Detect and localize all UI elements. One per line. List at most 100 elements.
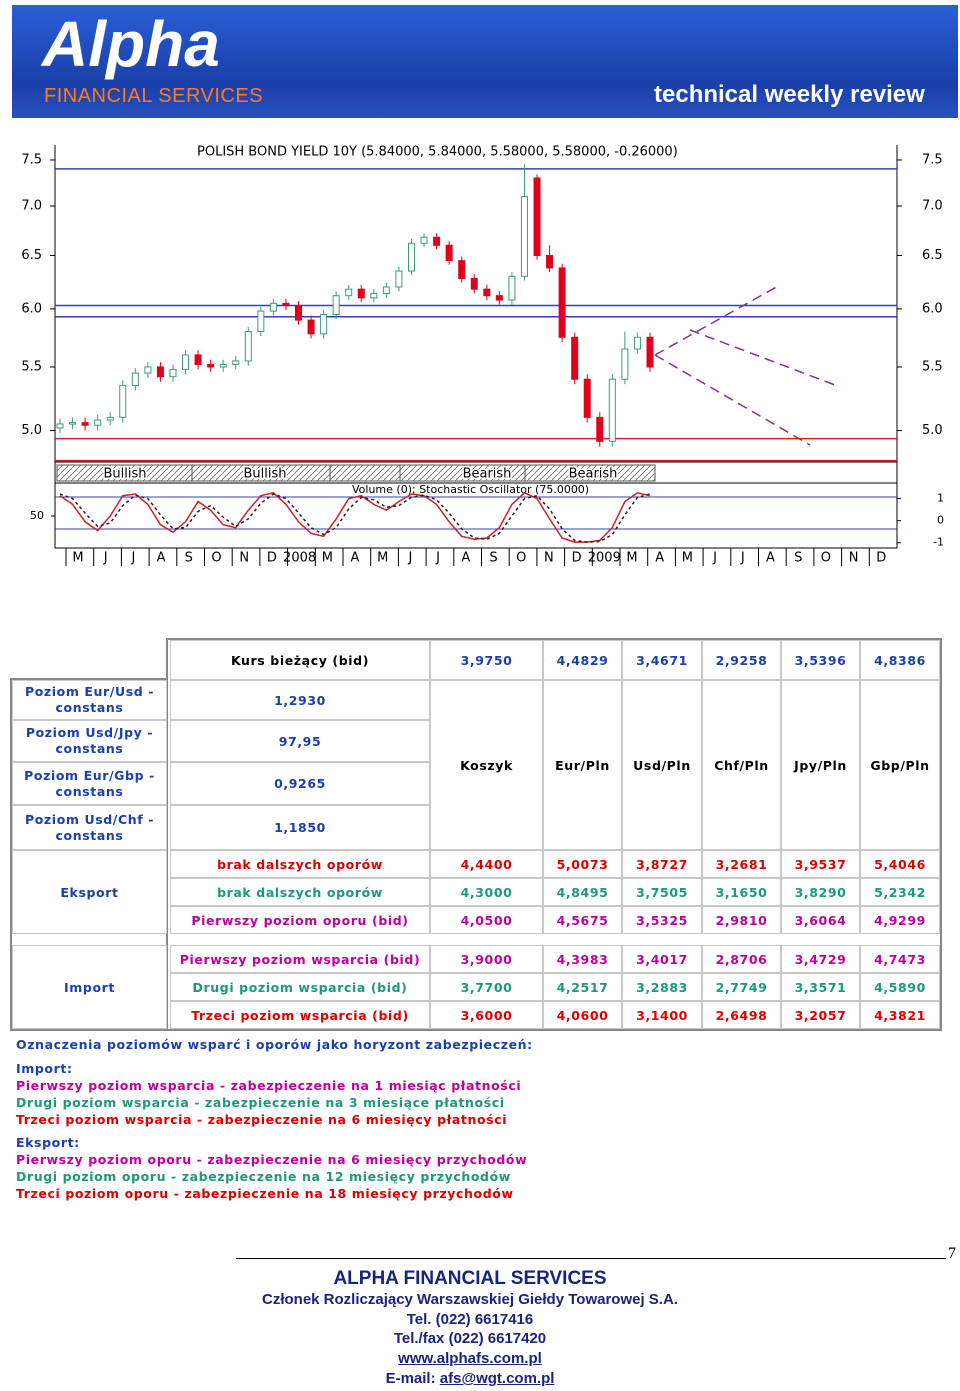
export-value: 5,0073 [543,850,622,878]
candle-body [244,331,252,362]
candle-body [608,378,616,442]
header-value: 4,8386 [860,640,940,680]
x-tick-label: J [435,551,440,566]
x-tick-label: A [461,551,470,566]
export-value: 3,8290 [781,878,860,906]
import-value: 4,3983 [543,945,622,973]
www[interactable]: www.alphafs.com.pl [398,1350,542,1367]
candle-body [131,372,139,386]
candle-body [407,242,415,272]
candle-body [169,368,177,378]
candle-body [458,260,466,279]
candle-body [445,244,453,262]
left-label: Poziom Eur/Usd - constans [12,680,167,720]
export-value: 4,8495 [543,878,622,906]
signal-label: Bullish [243,467,286,482]
candle-body [508,275,516,301]
x-tick-label: A [351,551,360,566]
import-value: 4,3821 [860,1001,940,1029]
x-tick-label: D [572,551,582,566]
candle-body [546,254,554,269]
x-tick-label: M [377,551,388,566]
y-tick-label: 7.5 [21,152,42,167]
candle-body [420,236,428,244]
header-value: 3,4671 [622,640,702,680]
x-tick-label: A [655,551,664,566]
import-value: 3,4729 [781,945,860,973]
member: Członek Rozliczający Warszawskiej Giełdy… [262,1291,678,1308]
candle-body [282,302,290,307]
candle-body [106,416,114,421]
export-value: 4,5675 [543,906,622,934]
x-tick-label: M [626,551,637,566]
header-value: 4,4829 [543,640,622,680]
candle-body [558,267,566,338]
candle-body [81,422,89,426]
table-frame-left [10,678,168,1031]
export-row-label: brak dalszych oporów [170,850,430,878]
x-tick-label: A [157,551,166,566]
x-tick-label: N [544,551,554,566]
notes-title: Oznaczenia poziomów wsparć i oporów jako… [16,1037,533,1052]
left-label: Poziom Usd/Jpy - constans [12,720,167,762]
import-value: 2,7749 [702,973,781,1001]
x-tick-label: 2009 [588,551,621,566]
y-tick-label: 6.0 [21,301,42,316]
tagline: technical weekly review [654,81,925,108]
left-value: 1,2930 [170,680,430,720]
email[interactable]: afs@wgt.com.pl [439,1370,555,1387]
import-note: Trzeci poziom wsparcia - zabezpieczenie … [16,1112,508,1127]
import-value: 3,9000 [430,945,543,973]
candle-body [207,364,215,368]
candle-body [621,348,629,380]
x-tick-label: A [766,551,775,566]
email-line: E-mail: afs@wgt.com.pl [0,1370,940,1387]
column-header: Koszyk [430,680,543,850]
candle-body [69,422,77,425]
y-tick-label-right: 7.0 [922,199,943,214]
signal-label: Bearish [569,467,618,482]
candle-body [357,288,365,299]
oscillator-line [59,491,651,543]
candle-body [269,302,277,312]
import-value: 3,2883 [622,973,702,1001]
header-value: 2,9258 [702,640,781,680]
footer-rule [236,1258,946,1259]
candle-body [345,288,353,297]
import-value: 3,4017 [622,945,702,973]
export-value: 2,9810 [702,906,781,934]
chart: POLISH BOND YIELD 10Y (5.84000, 5.84000,… [21,145,944,566]
candle-body [633,336,641,350]
column-header: Eur/Pln [543,680,622,850]
x-tick-label: J [130,551,135,566]
import-value: 4,0600 [543,1001,622,1029]
x-tick-label: J [740,551,745,566]
fax: Tel./fax (022) 6617420 [393,1330,547,1347]
candle-body [596,416,604,442]
candle-body [483,288,491,297]
x-tick-label: M [322,551,333,566]
export-value: 5,2342 [860,878,940,906]
left-label: Poziom Eur/Gbp - constans [12,762,167,805]
candle-body [571,336,579,380]
x-tick-label: D [267,551,277,566]
export-value: 4,4400 [430,850,543,878]
candle-body [495,295,503,301]
x-tick-label: S [489,551,497,566]
candle-body [307,319,315,335]
y-tick-label-right: 5.0 [922,423,943,438]
export-value: 4,9299 [860,906,940,934]
candle-body [232,360,240,366]
y2-tick-label: -1 [933,536,944,549]
candle-body [533,177,541,256]
import-value: 4,7473 [860,945,940,973]
candle-body [332,295,340,315]
import-value: 3,6000 [430,1001,543,1029]
import-value: 3,2057 [781,1001,860,1029]
candle-body [295,305,303,321]
y-tick-label-right: 6.5 [922,248,943,263]
import-value: 3,1400 [622,1001,702,1029]
export-value: 3,8727 [622,850,702,878]
signal-label: Bullish [103,467,146,482]
